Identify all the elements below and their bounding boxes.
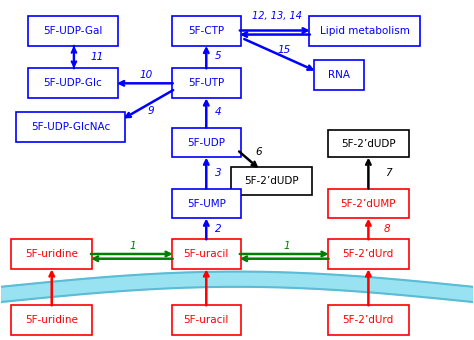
Text: 5F-2’dUDP: 5F-2’dUDP [244,176,299,186]
Text: Lipid metabolism: Lipid metabolism [319,26,410,36]
FancyBboxPatch shape [328,305,409,335]
FancyBboxPatch shape [172,128,241,157]
Text: 5F-UDP-Glc: 5F-UDP-Glc [44,78,102,88]
FancyBboxPatch shape [328,239,409,269]
Text: 5F-2’dUMP: 5F-2’dUMP [340,199,396,208]
Text: 1: 1 [130,240,137,251]
Text: 5F-UDP-Gal: 5F-UDP-Gal [43,26,102,36]
Text: 1: 1 [283,240,290,251]
FancyBboxPatch shape [172,16,241,46]
FancyBboxPatch shape [172,239,241,269]
Polygon shape [0,272,474,302]
Text: 5F-uridine: 5F-uridine [25,315,78,325]
Text: 5F-uracil: 5F-uracil [183,249,229,259]
FancyBboxPatch shape [328,130,409,157]
FancyBboxPatch shape [172,305,241,335]
Text: 5F-uracil: 5F-uracil [183,315,229,325]
FancyBboxPatch shape [231,167,312,195]
Text: 5F-CTP: 5F-CTP [188,26,224,36]
Text: 7: 7 [385,168,392,178]
Text: 4: 4 [215,107,221,117]
Text: 5F-UTP: 5F-UTP [188,78,224,88]
Text: 5F-2’dUrd: 5F-2’dUrd [343,315,394,325]
FancyBboxPatch shape [27,16,118,46]
Text: 5F-2’dUrd: 5F-2’dUrd [343,249,394,259]
Text: 3: 3 [215,168,221,178]
Text: 6: 6 [255,148,262,157]
Text: 5: 5 [215,51,221,61]
Text: 5F-UDP-GlcNAc: 5F-UDP-GlcNAc [31,122,110,132]
FancyBboxPatch shape [314,60,364,90]
Text: 12, 13, 14: 12, 13, 14 [252,11,302,21]
FancyBboxPatch shape [172,68,241,98]
Text: 5F-UMP: 5F-UMP [187,199,226,208]
Text: 8: 8 [384,224,391,234]
Text: 9: 9 [148,106,155,116]
Text: 5F-uridine: 5F-uridine [25,249,78,259]
Text: 5F-2’dUDP: 5F-2’dUDP [341,139,395,149]
FancyBboxPatch shape [328,189,409,218]
FancyBboxPatch shape [309,16,420,46]
FancyBboxPatch shape [11,239,92,269]
Text: 11: 11 [91,52,104,62]
Text: RNA: RNA [328,70,350,80]
Text: 5F-UDP: 5F-UDP [187,138,225,148]
FancyBboxPatch shape [172,189,241,218]
FancyBboxPatch shape [11,305,92,335]
Text: 15: 15 [278,45,291,55]
Text: 10: 10 [140,70,153,80]
FancyBboxPatch shape [16,113,125,142]
Text: 2: 2 [215,224,221,234]
FancyBboxPatch shape [27,68,118,98]
